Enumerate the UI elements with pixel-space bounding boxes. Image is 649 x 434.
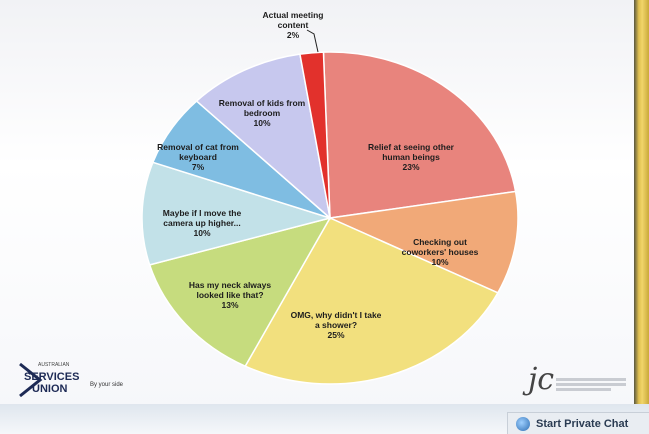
slice-label: Relief at seeing other human beings 23% — [368, 142, 455, 172]
chat-bubble-icon — [516, 416, 530, 431]
pie-slice — [141, 161, 333, 266]
pie-slice — [299, 51, 331, 219]
jc-logo: jc — [510, 362, 630, 404]
leader-line — [306, 29, 319, 53]
jc-line — [556, 388, 611, 391]
jc-line — [556, 378, 626, 381]
pie-slice — [322, 51, 517, 219]
slice-label: Has my neck always looked like that? 13% — [189, 280, 271, 310]
slice-label: Actual meeting content 2% — [263, 10, 324, 40]
slice-label: Checking out coworkers' houses 10% — [402, 237, 479, 267]
logo-small-text: AUSTRALIAN — [38, 362, 70, 368]
services-union-logo: AUSTRALIAN SERVICES UNION By your side — [18, 360, 168, 400]
jc-mark: jc — [528, 362, 555, 397]
logo-union-text: UNION — [32, 383, 68, 395]
slice-label: Removal of kids from bedroom 10% — [219, 98, 306, 128]
jc-line — [556, 383, 626, 386]
slice-label: OMG, why didn't I take a shower? 25% — [291, 310, 382, 340]
slide-screen: Relief at seeing other human beings 23% Che… — [0, 0, 634, 410]
logo-tagline: By your side — [90, 382, 124, 388]
pie-slice — [244, 217, 499, 385]
start-private-chat-button[interactable]: Start Private Chat — [507, 412, 649, 434]
pie-slice — [195, 53, 332, 220]
pie-chart: Relief at seeing other human beings 23% Che… — [141, 10, 519, 385]
pie-slice — [148, 216, 332, 368]
chevron-logo-icon — [19, 362, 43, 398]
slice-label: Maybe if I move the camera up higher... 10… — [163, 208, 242, 238]
monitor-bezel-right — [632, 0, 649, 434]
pie-slice — [327, 190, 519, 294]
slice-label: Removal of cat from keyboard 7% — [157, 142, 239, 172]
start-private-chat-label: Start Private Chat — [536, 417, 629, 430]
logo-services-text: SERVICES — [24, 371, 80, 383]
